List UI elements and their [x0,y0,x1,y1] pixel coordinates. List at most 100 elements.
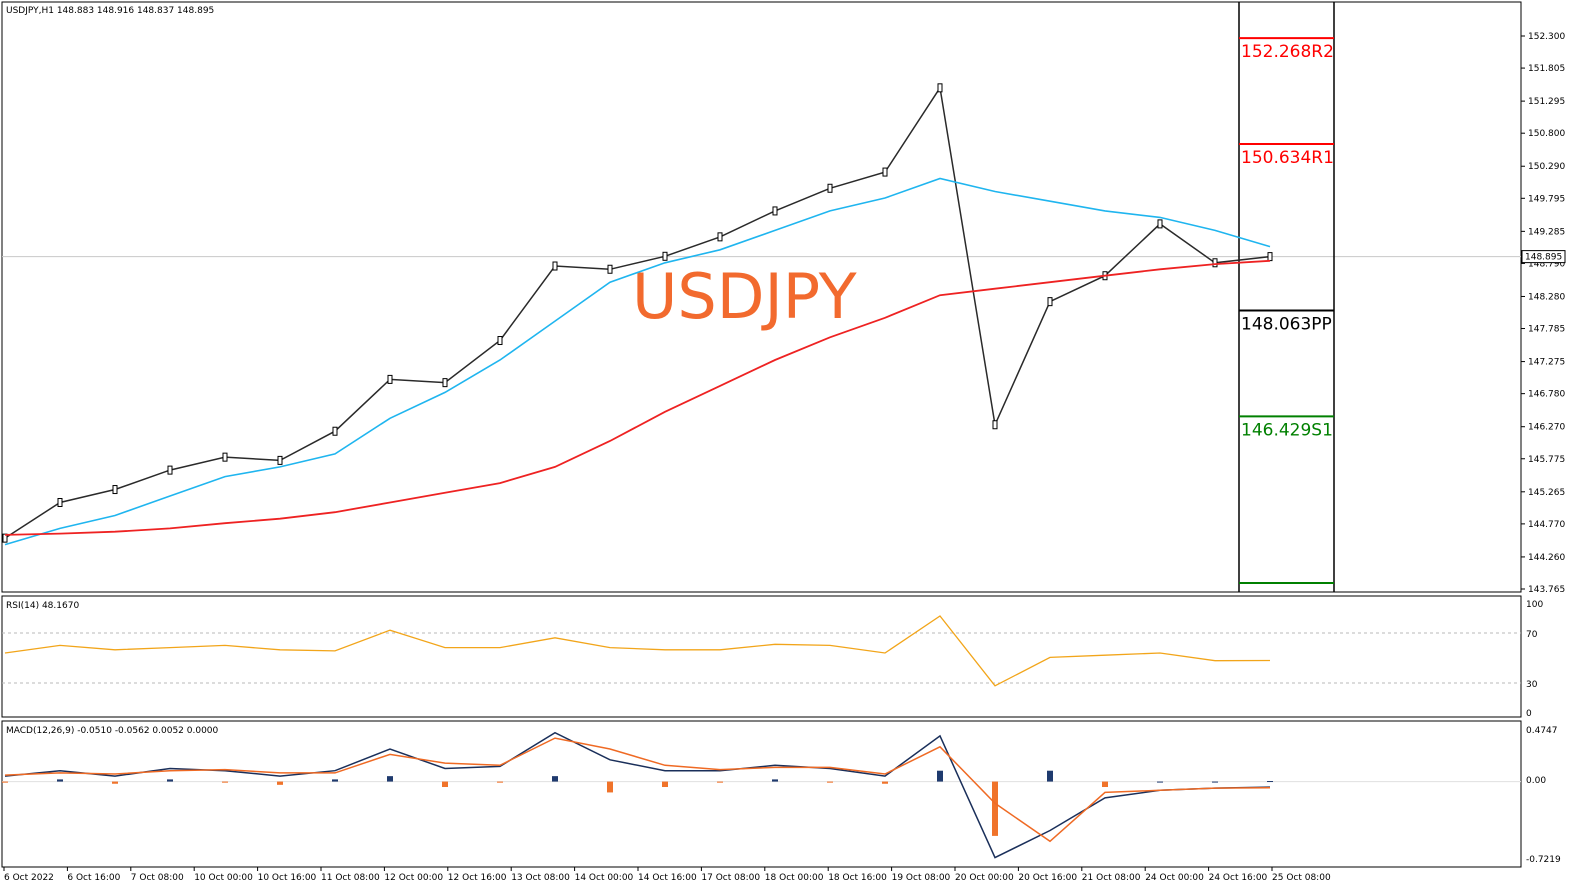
price-point [112,485,118,495]
price-point [662,251,668,261]
time-axis-label: 18 Oct 00:00 [765,873,824,883]
time-axis-label: 20 Oct 00:00 [955,873,1014,883]
price-point [552,261,558,271]
price-axis-tick-label: 145.775 [1528,455,1565,465]
price-point [772,206,778,216]
price-point [992,420,998,430]
rsi-line [4,615,1271,687]
time-axis-label: 19 Oct 08:00 [892,873,951,883]
time-axis-label: 14 Oct 16:00 [638,873,697,883]
time-axis-label: 7 Oct 08:00 [131,873,184,883]
macd-histogram-bar [607,781,613,793]
price-axis-tick-label: 148.280 [1528,292,1565,302]
time-axis-label: 18 Oct 16:00 [828,873,887,883]
time-axis-label: 24 Oct 00:00 [1145,873,1204,883]
price-axis-tick-label: 151.805 [1528,64,1565,74]
pivot-level-label: 148.063PP [1241,315,1332,335]
time-axis-label: 17 Oct 08:00 [701,873,760,883]
time-axis-label: 12 Oct 16:00 [448,873,507,883]
price-point [827,183,833,193]
symbol-watermark: USDJPY [632,260,857,333]
price-point [332,426,338,436]
macd-histogram-bar [662,781,668,788]
macd-panel-frame [1,720,1522,868]
price-series-line [4,85,1271,539]
pivot-level-label: 150.634R1 [1241,148,1334,168]
macd-tick-zero: 0.00 [1526,776,1546,786]
time-axis-label: 6 Oct 16:00 [67,873,120,883]
price-point [1047,297,1053,307]
rsi-tick-70: 70 [1526,630,1538,640]
time-axis-label: 20 Oct 16:00 [1018,873,1077,883]
time-axis-label: 6 Oct 2022 [4,873,54,883]
macd-histogram-bar [387,776,393,782]
macd-histogram-bar [1157,781,1163,783]
price-axis-tick-label: 144.770 [1528,520,1565,530]
macd-label: MACD(12,26,9) -0.0510 -0.0562 0.0052 0.0… [6,726,219,736]
price-point [607,264,613,274]
macd-histogram-bar [222,781,228,783]
price-axis-tick-label: 147.275 [1528,358,1565,368]
time-axis-label: 12 Oct 00:00 [384,873,443,883]
macd-histogram-bar [1212,781,1218,783]
macd-histogram-bar [1267,781,1273,783]
price-axis-tick-label: 148.790 [1528,259,1565,269]
price-axis-tick-label: 146.780 [1528,390,1565,400]
macd-histogram-bar [497,781,503,783]
pivot-level-label: 152.268R2 [1241,42,1334,62]
rsi-label: RSI(14) 48.1670 [6,601,79,611]
macd-histogram-bar [772,779,778,782]
rsi-panel-frame [1,595,1522,718]
macd-histogram-bar [937,770,943,782]
price-point [387,374,393,384]
macd-tick-top: 0.4747 [1526,726,1558,736]
price-axis-tick-label: 144.260 [1528,553,1565,563]
macd-histogram-bar [992,781,998,836]
macd-histogram-bar [332,779,338,782]
price-axis-tick-label: 147.785 [1528,325,1565,335]
price-point [222,452,228,462]
macd-histogram-bar [112,781,118,784]
price-axis-tick-label: 152.300 [1528,32,1565,42]
current-price-box [1521,250,1566,264]
symbol-info-label: USDJPY,H1 148.883 148.916 148.837 148.89… [6,6,214,16]
rsi-tick-100: 100 [1526,600,1543,610]
macd-histogram-bar [277,781,283,785]
price-point [167,465,173,475]
macd-histogram-bar [1102,781,1108,788]
time-axis-label: 11 Oct 08:00 [321,873,380,883]
macd-histogram-bar [827,781,833,783]
chart-marks: 152.300 151.805 151.295 150.800 150.290 149.7… [2,2,1566,883]
price-axis-tick-label: 145.265 [1528,488,1565,498]
price-axis-tick-label: 149.285 [1528,227,1565,237]
ma-slow-line [4,259,1271,536]
price-axis-tick-label: 150.800 [1528,129,1565,139]
price-point [1157,219,1163,229]
price-axis-tick-label: 150.290 [1528,162,1565,172]
time-axis-label: 25 Oct 08:00 [1272,873,1331,883]
macd-histogram-bar [57,779,63,782]
time-axis-label: 10 Oct 16:00 [258,873,317,883]
macd-histogram-bar [167,779,173,782]
time-axis-label: 14 Oct 00:00 [575,873,634,883]
price-point [882,167,888,177]
macd-signal-line [4,737,1271,843]
macd-histogram-bar [717,781,723,783]
rsi-tick-30: 30 [1526,680,1538,690]
ma-fast-line [4,177,1271,546]
time-axis-label: 13 Oct 08:00 [511,873,570,883]
macd-histogram-bar [1047,770,1053,782]
macd-histogram-bar [442,781,448,788]
macd-histogram-bar [552,776,558,782]
price-point [937,83,943,93]
price-point [1212,258,1218,268]
price-axis-tick-label: 143.765 [1528,585,1565,595]
price-axis-tick-label: 149.795 [1528,194,1565,204]
price-point [1267,252,1273,262]
price-point [277,455,283,465]
price-point [57,498,63,508]
price-axis-tick-label: 146.270 [1528,423,1565,433]
price-point [497,336,503,346]
price-axis-tick-label: 151.295 [1528,97,1565,107]
